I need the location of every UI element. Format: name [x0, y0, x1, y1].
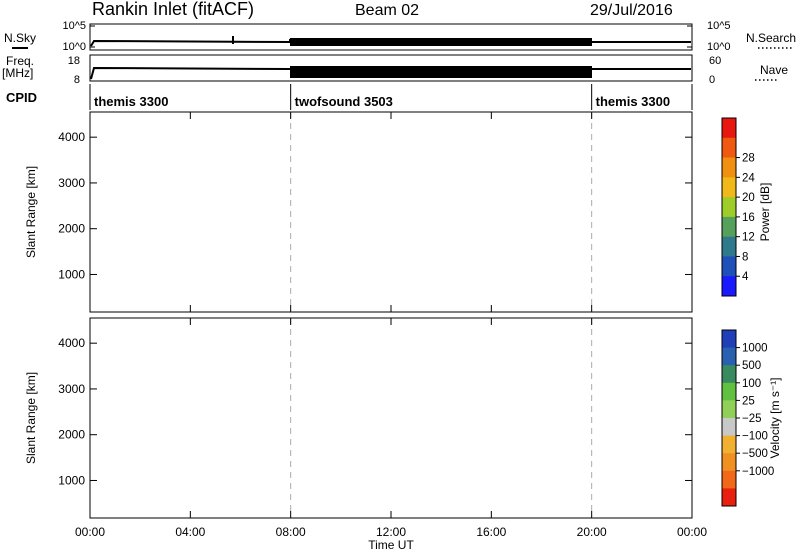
colorbar-tick-label: 28 — [742, 153, 755, 165]
cpid-segment-label: themis 3300 — [94, 94, 168, 109]
colorbar-swatch — [722, 236, 736, 257]
cpid-panel: CPID themis 3300 twofsound 3503 themis 330… — [6, 84, 693, 110]
power-colorbar-label: Power [dB] — [758, 183, 772, 242]
y-tick-label: 4000 — [58, 130, 85, 144]
header: Rankin Inlet (fitACF) Beam 02 29/Jul/201… — [92, 0, 673, 19]
nave-label: Nave — [760, 63, 788, 77]
freq-unit: [MHz] — [2, 66, 33, 80]
date-title: 29/Jul/2016 — [590, 2, 673, 19]
colorbar-swatch — [722, 157, 736, 178]
nsky-label: N.Sky — [4, 31, 36, 45]
nave-tick-bottom: 0 — [709, 74, 715, 86]
y-tick-label: 3000 — [58, 176, 85, 190]
power-mode-dividers — [290, 112, 593, 312]
nsearch-tick-top: 10^5 — [707, 20, 731, 32]
colorbar-swatch — [722, 216, 736, 238]
nsky-tick-bottom: 10^0 — [62, 41, 86, 53]
nsky-tick-top: 10^5 — [62, 20, 86, 32]
colorbar-frame — [721, 117, 737, 297]
y-tick-label: 2000 — [58, 222, 85, 236]
nsearch-label: N.Search — [746, 31, 796, 45]
colorbar-swatch — [722, 256, 736, 277]
colorbar-tick-label: 20 — [742, 192, 755, 204]
colorbar-tick-label: 8 — [742, 251, 748, 263]
power-x-ticks — [89, 112, 693, 312]
freq-tick-top: 18 — [68, 55, 80, 67]
colorbar-tick-label: 16 — [742, 212, 755, 224]
y-tick-label: 1000 — [58, 267, 85, 281]
colorbar-tick-label: 24 — [742, 172, 755, 184]
colorbar-swatch — [722, 197, 736, 218]
freq-dense-band — [290, 66, 592, 78]
colorbar-swatch — [722, 137, 736, 159]
nsky-dense-band — [290, 38, 592, 46]
nave-tick-top: 60 — [709, 55, 721, 67]
colorbar-tick-label: 4 — [742, 271, 749, 283]
cpid-label: CPID — [6, 90, 37, 105]
power-y-axis: 1000 2000 3000 4000 — [58, 130, 692, 281]
power-ylabel: Slant Range [km] — [24, 166, 38, 258]
freq-tick-bottom: 8 — [74, 74, 80, 86]
freq-label: Freq. — [6, 54, 34, 68]
nsky-panel: N.Sky 10^5 10^0 10^5 10^0 N.Search — [4, 20, 796, 53]
nsearch-tick-bottom: 10^0 — [707, 41, 731, 53]
beam-title: Beam 02 — [355, 2, 419, 19]
power-panel: 1000 2000 3000 4000 Slant Range [km] 4 8 12 16… — [24, 111, 772, 313]
freq-panel: Freq. [MHz] 18 8 60 0 Nave — [2, 54, 788, 86]
colorbar-swatch — [722, 177, 736, 198]
cpid-segment-label: twofsound 3503 — [295, 94, 393, 109]
power-colorbar: 4 8 12 16 20 24 28 — [721, 117, 755, 297]
station-title: Rankin Inlet (fitACF) — [92, 0, 254, 19]
colorbar-tick-label: 12 — [742, 232, 755, 244]
colorbar-swatch — [722, 276, 736, 297]
cpid-segment-label: themis 3300 — [596, 94, 670, 109]
colorbar-swatch — [722, 118, 736, 139]
